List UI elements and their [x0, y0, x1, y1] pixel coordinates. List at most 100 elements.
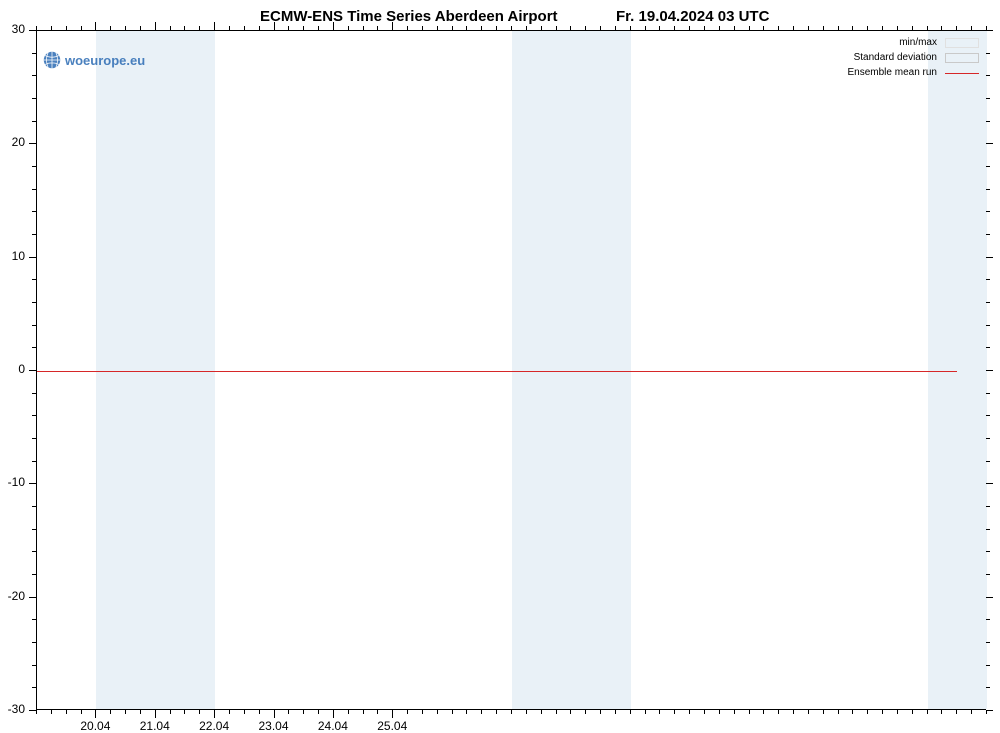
y-minor-tick: [986, 75, 990, 76]
watermark: woeurope.eu: [43, 51, 145, 69]
x-minor-tick: [422, 26, 423, 30]
y-minor-tick: [32, 279, 36, 280]
x-minor-tick: [763, 26, 764, 30]
x-minor-tick: [570, 26, 571, 30]
y-minor-tick: [32, 325, 36, 326]
y-minor-tick: [32, 347, 36, 348]
x-minor-tick: [689, 26, 690, 30]
chart-container: ECMW-ENS Time Series Aberdeen Airport Fr…: [0, 0, 1000, 733]
x-minor-tick: [704, 710, 705, 714]
globe-icon: [43, 51, 61, 69]
x-minor-tick: [140, 26, 141, 30]
chart-title-left: ECMW-ENS Time Series Aberdeen Airport: [260, 8, 558, 25]
x-minor-tick: [140, 710, 141, 714]
x-minor-tick: [259, 26, 260, 30]
x-minor-tick: [481, 26, 482, 30]
x-minor-tick: [912, 26, 913, 30]
x-minor-tick: [66, 710, 67, 714]
y-tick-label: 0: [0, 362, 25, 376]
legend-swatch: [945, 38, 979, 48]
y-minor-tick: [32, 166, 36, 167]
x-minor-tick: [927, 26, 928, 30]
x-minor-tick: [541, 710, 542, 714]
y-minor-tick: [986, 687, 990, 688]
x-minor-tick: [184, 710, 185, 714]
x-minor-tick: [808, 26, 809, 30]
x-minor-tick: [630, 710, 631, 714]
x-minor-tick: [288, 26, 289, 30]
x-minor-tick: [377, 710, 378, 714]
x-minor-tick: [867, 26, 868, 30]
y-minor-tick: [986, 393, 990, 394]
x-minor-tick: [110, 26, 111, 30]
x-minor-tick: [674, 26, 675, 30]
y-minor-tick: [986, 302, 990, 303]
y-minor-tick: [986, 121, 990, 122]
y-minor-tick: [986, 166, 990, 167]
x-minor-tick: [615, 710, 616, 714]
legend-swatch: [945, 68, 979, 78]
x-minor-tick: [422, 710, 423, 714]
x-minor-tick: [110, 710, 111, 714]
x-minor-tick: [481, 710, 482, 714]
x-minor-tick: [585, 26, 586, 30]
y-minor-tick: [986, 347, 990, 348]
x-minor-tick: [437, 710, 438, 714]
x-minor-tick: [585, 710, 586, 714]
x-minor-tick: [452, 710, 453, 714]
x-tick: [95, 22, 96, 30]
x-minor-tick: [229, 26, 230, 30]
x-minor-tick: [407, 26, 408, 30]
x-minor-tick: [912, 710, 913, 714]
x-minor-tick: [719, 710, 720, 714]
x-minor-tick: [526, 26, 527, 30]
x-minor-tick: [659, 26, 660, 30]
x-minor-tick: [348, 26, 349, 30]
weekend-band: [96, 31, 215, 709]
x-minor-tick: [971, 710, 972, 714]
y-tick: [29, 483, 36, 484]
y-minor-tick: [986, 415, 990, 416]
y-tick: [986, 257, 993, 258]
x-minor-tick: [882, 710, 883, 714]
y-minor-tick: [32, 121, 36, 122]
y-minor-tick: [986, 665, 990, 666]
y-minor-tick: [986, 461, 990, 462]
x-minor-tick: [570, 710, 571, 714]
x-minor-tick: [81, 710, 82, 714]
y-tick: [29, 30, 36, 31]
y-minor-tick: [32, 506, 36, 507]
x-tick: [214, 710, 215, 718]
x-minor-tick: [363, 710, 364, 714]
x-minor-tick: [615, 26, 616, 30]
x-minor-tick: [600, 26, 601, 30]
y-tick: [986, 710, 993, 711]
legend-label: Standard deviation: [854, 52, 937, 63]
x-minor-tick: [348, 710, 349, 714]
x-minor-tick: [244, 26, 245, 30]
y-minor-tick: [32, 461, 36, 462]
x-minor-tick: [170, 710, 171, 714]
legend-label: min/max: [899, 37, 937, 48]
x-minor-tick: [541, 26, 542, 30]
y-minor-tick: [32, 75, 36, 76]
y-minor-tick: [32, 393, 36, 394]
x-minor-tick: [51, 710, 52, 714]
x-minor-tick: [823, 26, 824, 30]
x-tick: [392, 710, 393, 718]
y-minor-tick: [32, 438, 36, 439]
x-minor-tick: [199, 26, 200, 30]
y-minor-tick: [986, 211, 990, 212]
y-tick: [29, 257, 36, 258]
y-minor-tick: [986, 53, 990, 54]
x-minor-tick: [66, 26, 67, 30]
y-minor-tick: [32, 665, 36, 666]
x-minor-tick: [704, 26, 705, 30]
y-tick-label: 10: [0, 249, 25, 263]
x-minor-tick: [170, 26, 171, 30]
y-minor-tick: [986, 506, 990, 507]
legend-item: min/max: [848, 35, 980, 50]
x-minor-tick: [318, 26, 319, 30]
x-minor-tick: [511, 710, 512, 714]
y-tick: [986, 370, 993, 371]
